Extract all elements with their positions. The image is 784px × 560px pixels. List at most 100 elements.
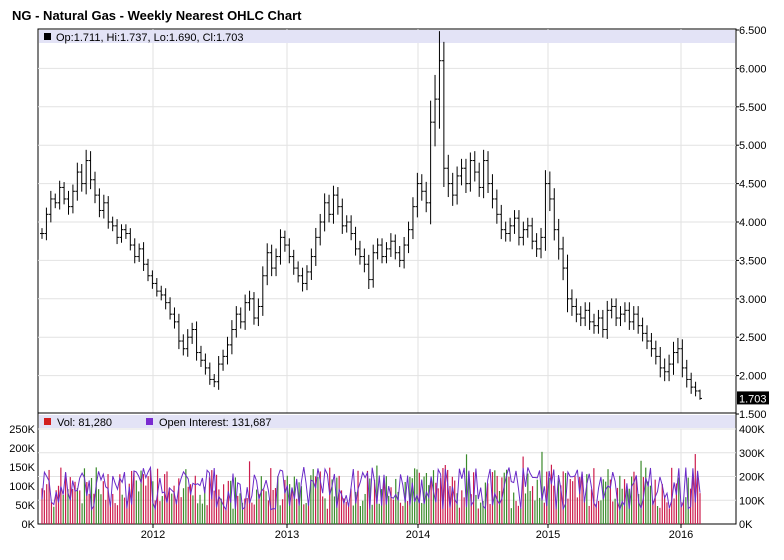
oi-legend-swatch: [146, 418, 153, 425]
ohlc-bar: [380, 238, 385, 264]
ohlc-bar: [614, 298, 619, 327]
ohlc-bar: [79, 164, 84, 192]
ohlc-bar: [680, 339, 685, 378]
volume-panel: Vol: 81,280 Open Interest: 131,687 0K 50K…: [9, 412, 765, 531]
ohlc-bar: [66, 190, 71, 215]
ohlc-bars: [40, 31, 702, 400]
ohlc-bar: [627, 302, 632, 330]
ohlc-bar: [477, 162, 482, 197]
ohlc-bar: [618, 306, 623, 327]
volume-left-axis-ticks: 0K 50K 100K 150K 200K 250K: [9, 424, 35, 531]
ohlc-bar: [225, 336, 230, 365]
ohlc-bar: [393, 234, 398, 260]
ohlc-bar: [371, 244, 376, 288]
ohlc-bar: [583, 302, 588, 327]
ohlc-bar: [450, 172, 455, 206]
ohlc-bar: [75, 162, 80, 201]
volume-legend-band: [39, 415, 735, 428]
ohlc-bar: [437, 31, 442, 129]
price-tick-label: 3.500: [739, 255, 767, 267]
ohlc-bar: [176, 313, 181, 350]
price-frame: [37, 28, 737, 414]
ohlc-bar: [128, 228, 133, 251]
volume-right-tick-label: 0K: [739, 519, 753, 531]
ohlc-bar: [141, 242, 146, 271]
ohlc-bar: [459, 158, 464, 186]
ohlc-bar: [653, 340, 658, 365]
ohlc-bar: [318, 213, 323, 246]
ohlc-bar: [48, 190, 53, 223]
volume-legend-text: Vol: 81,280: [57, 417, 112, 429]
ohlc-bar: [278, 229, 283, 265]
ohlc-bar: [88, 151, 93, 190]
ohlc-bar: [309, 248, 314, 280]
price-axis-ticks: 1.500 2.000 2.500 3.000 3.500 4.000 4.500 5.000…: [736, 25, 767, 421]
ohlc-legend-swatch: [44, 33, 51, 40]
ohlc-bar: [44, 207, 49, 241]
ohlc-bar: [198, 345, 203, 367]
ohlc-bar: [424, 181, 429, 213]
ohlc-bar: [698, 389, 702, 400]
ohlc-bar: [406, 221, 411, 254]
ohlc-bar: [543, 170, 548, 251]
ohlc-bar: [578, 306, 583, 327]
ohlc-bar: [353, 226, 358, 256]
x-tick-label: 2016: [669, 529, 693, 541]
ohlc-bar: [508, 217, 513, 242]
x-tick-label: 2012: [141, 529, 165, 541]
ohlc-bar: [229, 320, 234, 355]
ohlc-bar: [106, 196, 111, 229]
ohlc-bar: [428, 100, 433, 225]
ohlc-bar: [322, 193, 327, 232]
ohlc-bar: [494, 189, 499, 224]
ohlc-bar: [684, 359, 689, 388]
ohlc-bar: [662, 358, 667, 382]
ohlc-bar: [600, 309, 605, 338]
ohlc-bar: [675, 337, 680, 364]
ohlc-bar: [552, 188, 557, 241]
price-panel: Op:1.711, Hi:1.737, Lo:1.690, Cl:1.703 1…: [37, 25, 769, 421]
volume-left-tick-label: 150K: [9, 462, 35, 474]
ohlc-bar: [574, 298, 579, 323]
ohlc-bar: [291, 249, 296, 275]
ohlc-bar: [57, 180, 62, 210]
ohlc-bar: [384, 242, 389, 264]
price-tick-label: 4.500: [739, 179, 767, 191]
price-tick-label: 4.000: [739, 217, 767, 229]
volume-legend-swatch: [44, 418, 51, 425]
volume-right-tick-label: 200K: [739, 472, 765, 484]
ohlc-bar: [415, 172, 420, 218]
ohlc-bar: [499, 204, 504, 240]
ohlc-bar: [327, 194, 332, 223]
ohlc-bar: [150, 270, 155, 289]
ohlc-bar: [512, 210, 517, 234]
ohlc-bar: [525, 217, 530, 238]
ohlc-bar: [631, 306, 636, 330]
ohlc-bar: [123, 224, 128, 239]
price-tick-label: 5.000: [739, 140, 767, 152]
ohlc-bar: [649, 332, 654, 357]
ohlc-bar: [592, 313, 597, 334]
ohlc-bar: [605, 300, 610, 339]
ohlc-bar: [132, 238, 137, 264]
ohlc-bar: [503, 221, 508, 242]
ohlc-bar: [609, 298, 614, 319]
price-tick-label: 6.500: [739, 25, 767, 37]
ohlc-bar: [516, 210, 521, 246]
x-tick-label: 2015: [536, 529, 560, 541]
volume-right-axis-ticks: 0K 100K 200K 300K 400K: [739, 424, 765, 531]
ohlc-bar: [304, 265, 309, 291]
ohlc-bar: [335, 187, 340, 215]
ohlc-bar: [137, 243, 142, 262]
price-tick-label: 1.500: [739, 409, 767, 421]
ohlc-bar: [486, 151, 491, 194]
ohlc-bar: [521, 221, 526, 246]
ohlc-bar: [115, 219, 120, 245]
ohlc-bar: [53, 193, 58, 209]
ohlc-bar: [468, 152, 473, 192]
ohlc-bar: [472, 151, 477, 182]
ohlc-bar: [84, 149, 89, 195]
ohlc-bar: [145, 258, 150, 282]
ohlc-bar: [481, 149, 486, 199]
